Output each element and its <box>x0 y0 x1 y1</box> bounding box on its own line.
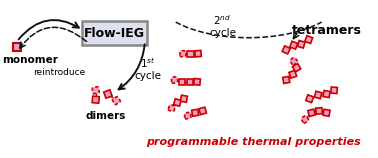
Polygon shape <box>179 79 185 85</box>
Text: tetramers: tetramers <box>292 24 361 37</box>
Polygon shape <box>297 41 305 48</box>
Polygon shape <box>168 104 176 112</box>
Text: programmable thermal properties: programmable thermal properties <box>146 137 361 147</box>
Polygon shape <box>174 99 181 106</box>
Text: reintroduce: reintroduce <box>33 68 85 77</box>
Polygon shape <box>306 95 314 103</box>
Polygon shape <box>180 50 186 57</box>
Polygon shape <box>282 46 290 54</box>
Polygon shape <box>308 109 315 116</box>
Polygon shape <box>323 91 330 97</box>
Polygon shape <box>192 109 199 116</box>
Polygon shape <box>13 43 21 51</box>
Polygon shape <box>180 95 187 102</box>
Polygon shape <box>92 87 99 94</box>
Polygon shape <box>305 36 313 43</box>
Polygon shape <box>289 70 297 78</box>
Polygon shape <box>187 51 194 57</box>
Polygon shape <box>283 76 290 83</box>
Polygon shape <box>104 90 112 98</box>
Polygon shape <box>331 87 338 94</box>
Polygon shape <box>323 109 330 116</box>
Text: 1$^{st}$
cycle: 1$^{st}$ cycle <box>135 56 162 81</box>
Polygon shape <box>194 79 200 85</box>
Polygon shape <box>195 50 201 57</box>
Text: 2$^{nd}$
cycle: 2$^{nd}$ cycle <box>209 13 236 38</box>
Polygon shape <box>171 77 178 83</box>
Polygon shape <box>290 57 298 65</box>
Polygon shape <box>316 108 322 114</box>
Polygon shape <box>199 107 206 115</box>
Polygon shape <box>184 112 191 119</box>
FancyBboxPatch shape <box>82 21 147 45</box>
Text: Flow-IEG: Flow-IEG <box>84 27 145 40</box>
Polygon shape <box>292 64 301 72</box>
Polygon shape <box>92 96 99 103</box>
Polygon shape <box>314 91 322 99</box>
Text: dimers: dimers <box>86 111 126 121</box>
Polygon shape <box>301 115 309 124</box>
Polygon shape <box>112 96 121 105</box>
Polygon shape <box>290 41 297 49</box>
Polygon shape <box>186 79 193 85</box>
Text: monomer: monomer <box>2 55 58 65</box>
